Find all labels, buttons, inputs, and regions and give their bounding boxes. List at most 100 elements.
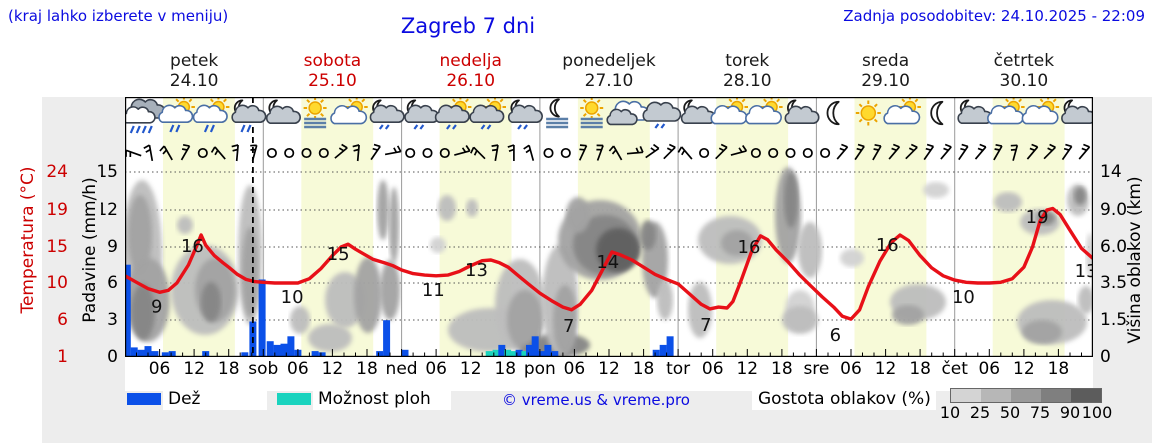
temp-tick: 6 [57, 310, 68, 330]
cloud-tick: 0 [1100, 347, 1111, 367]
svg-text:16: 16 [181, 236, 204, 257]
wind-barb-icon [730, 145, 748, 156]
calm-wind-icon [266, 147, 277, 159]
precip-tick: 3 [107, 310, 118, 330]
wind-barb-icon [1078, 143, 1091, 160]
time-label: 12 [736, 359, 759, 379]
wind-barb-icon [836, 143, 849, 160]
weather-icon-sun-cloud-drizzle [434, 96, 472, 130]
wind-barb-icon [210, 146, 226, 160]
cloud-height-axis-label: Višina oblakov (km) [1125, 176, 1145, 344]
wind-barb-icon [663, 143, 676, 160]
svg-text:7: 7 [563, 316, 574, 337]
wind-barb-icon [1026, 143, 1039, 160]
wind-barb-icon [384, 145, 402, 156]
calm-wind-icon [439, 147, 450, 159]
wind-barb-icon [940, 143, 952, 160]
shower-legend-label: Možnost ploh [318, 389, 431, 409]
calm-wind-icon [785, 147, 796, 159]
cloud-density-label-bg [752, 386, 936, 410]
last-update-text: Zadnja posodobitev: 24.10.2025 - 22:09 [843, 7, 1145, 25]
weather-icon-moon-cloud [1061, 99, 1097, 124]
weather-icon-sun-cloud [987, 96, 1025, 125]
weather-icon-sun-cloud [745, 96, 783, 125]
temp-tick: 19 [46, 200, 68, 220]
day-header-date: 25.10 [308, 71, 357, 91]
wind-barb-icon [608, 145, 623, 161]
weather-icon-sun-cloud [1021, 96, 1060, 125]
wind-barb-icon [872, 143, 882, 161]
time-label: 12 [598, 359, 620, 379]
calm-wind-icon [820, 147, 831, 159]
weather-icon-moon [930, 100, 944, 126]
weather-icons-row [122, 96, 1097, 134]
calm-wind-icon [405, 147, 416, 159]
day-abbrev-label: sob [248, 359, 279, 379]
rain-label-bg [163, 386, 267, 410]
day-header-date: 29.10 [861, 71, 910, 91]
temperature-axis-label: Temperatura (°C) [18, 166, 38, 314]
svg-text:16: 16 [738, 237, 761, 258]
day-abbrev-label: čet [941, 359, 968, 379]
day-header-date: 28.10 [722, 71, 772, 91]
precip-tick: 6 [107, 273, 118, 293]
wind-barb-icon [1061, 143, 1073, 161]
svg-text:15: 15 [327, 244, 350, 265]
wind-barb-icon [958, 143, 969, 161]
weather-icon-moon-cloud-drizzle [369, 99, 405, 130]
copyright-link[interactable]: © vreme.us & vreme.pro [502, 391, 690, 409]
time-label: 06 [425, 359, 447, 379]
weather-icon-sun-cloud [883, 96, 921, 125]
calm-wind-icon [197, 147, 208, 159]
day-abbrev-label: pon [523, 359, 556, 379]
calm-wind-icon [699, 147, 710, 159]
meteogram-plot: 9 16 10 15 11 13 7 14 7 16 6 16 10 19 13 [122, 96, 1098, 358]
wind-barb-icon [1010, 144, 1019, 161]
wind-barb-icon [905, 143, 918, 160]
wind-barb-icon [507, 144, 515, 161]
time-label: 12 [459, 359, 482, 379]
time-label: 06 [287, 359, 309, 379]
svg-text:11: 11 [422, 280, 445, 301]
time-label: 18 [632, 359, 655, 379]
time-label: 18 [356, 359, 378, 379]
svg-text:10: 10 [952, 287, 975, 308]
day-header-name: sobota [303, 51, 362, 71]
calm-wind-icon [768, 147, 779, 159]
calm-wind-icon [301, 147, 312, 159]
svg-text:14: 14 [596, 252, 619, 273]
svg-text:16: 16 [876, 235, 899, 256]
time-label: 18 [1047, 359, 1070, 379]
time-label: 12 [321, 359, 344, 379]
time-label: 18 [909, 359, 931, 379]
svg-text:13: 13 [1075, 261, 1093, 282]
cloud-tick: 3.5 [1100, 273, 1128, 293]
wind-barb-icon [578, 144, 588, 161]
wind-barb-icon [993, 143, 1003, 161]
temp-tick: 10 [46, 273, 68, 293]
time-label: 06 [701, 359, 724, 379]
time-label: 06 [978, 359, 1001, 379]
time-label: 06 [148, 359, 171, 379]
weather-icon-cloud-rain-heavy [122, 98, 166, 134]
temp-tick: 1 [57, 347, 68, 367]
wind-barb-icon [888, 143, 901, 160]
weather-icon-moon [826, 100, 840, 126]
day-header-date: 27.10 [584, 71, 634, 91]
page-title: Zagreb 7 dni [400, 14, 536, 38]
density-tick: 90 [1059, 403, 1081, 422]
day-abbrev-label: ned [385, 359, 418, 379]
weather-icon-moon-cloud [266, 99, 301, 124]
wind-barb-icon [1043, 143, 1057, 160]
svg-text:10: 10 [281, 287, 304, 308]
wind-barb-icon [523, 144, 535, 161]
weather-icon-cloud [606, 100, 650, 126]
weather-icon-sun [855, 100, 881, 126]
weather-icon-sun-cloud [330, 96, 368, 125]
precip-tick: 15 [96, 162, 118, 182]
menu-hint-text: (kraj lahko izberete v meniju) [8, 7, 229, 25]
time-label: 18 [494, 359, 517, 379]
day-abbrev-label: sre [803, 359, 830, 379]
precip-tick: 9 [107, 237, 118, 257]
